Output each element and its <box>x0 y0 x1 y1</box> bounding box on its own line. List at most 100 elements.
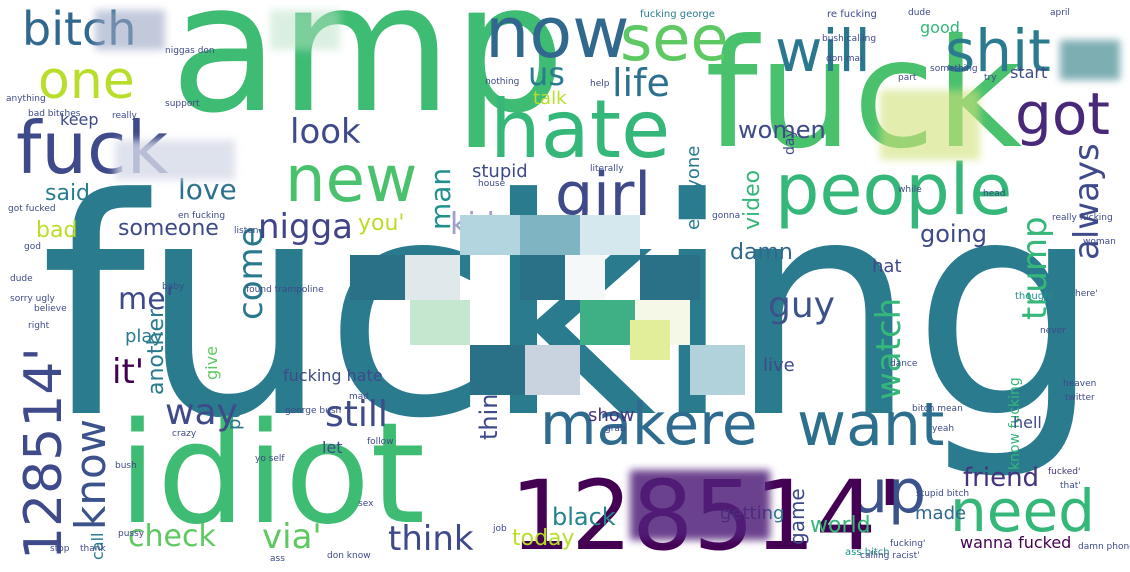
cloud-word: it' <box>112 352 145 392</box>
cloud-word: up <box>850 457 927 527</box>
cloud-word: now <box>485 0 630 74</box>
cloud-word: job <box>493 524 507 534</box>
cloud-word: ass <box>270 554 285 564</box>
cloud-word: dance <box>890 359 918 369</box>
cloud-word: heaven <box>1063 379 1097 389</box>
pixelation-block <box>580 300 635 345</box>
cloud-word: today <box>512 526 575 551</box>
pixelation-block <box>565 255 605 300</box>
cloud-word: one <box>38 51 135 111</box>
cloud-word: said <box>45 181 91 206</box>
cloud-word: re fucking <box>827 9 877 20</box>
cloud-word: me' <box>118 282 174 317</box>
cloud-word: stupid bitch <box>916 489 970 499</box>
cloud-word: while <box>898 185 922 195</box>
cloud-word: friend <box>963 463 1040 493</box>
cloud-word: part <box>898 73 917 83</box>
cloud-word: need <box>950 477 1095 545</box>
cloud-word: never <box>1040 326 1066 336</box>
cloud-word: bush calling <box>822 34 877 44</box>
cloud-word: watch <box>869 297 909 400</box>
cloud-word: damn <box>730 240 793 265</box>
cloud-word: good <box>920 18 960 37</box>
pixelation-block <box>410 300 470 345</box>
pixelation-block <box>690 345 745 395</box>
cloud-word: people <box>775 149 1013 231</box>
pixelation-block <box>470 345 525 395</box>
cloud-word: you' <box>358 211 405 236</box>
cloud-word: give <box>202 346 221 380</box>
cloud-word: think <box>388 519 474 559</box>
cloud-word: new <box>285 143 418 217</box>
pixelation-block <box>405 255 460 300</box>
cloud-word: play <box>125 326 164 347</box>
pixelation-block <box>115 140 235 180</box>
cloud-word: show <box>588 405 635 426</box>
cloud-word: damn phone' <box>1078 542 1130 552</box>
cloud-word: way <box>165 392 238 433</box>
cloud-word: women <box>738 116 826 144</box>
cloud-word: hat <box>872 256 902 277</box>
cloud-word: everyone <box>683 145 704 230</box>
cloud-word: someone <box>118 216 219 241</box>
cloud-word: world <box>810 513 871 538</box>
cloud-word: got fucked <box>8 204 56 214</box>
cloud-word: really fucking <box>1052 213 1113 223</box>
cloud-word: us <box>528 55 565 93</box>
cloud-word: 128514' <box>14 347 74 560</box>
cloud-word: mad <box>349 392 369 402</box>
cloud-word: bad <box>36 218 78 243</box>
cloud-word: yeah <box>932 424 955 434</box>
cloud-word: anything <box>6 94 46 104</box>
cloud-word: support <box>165 99 200 109</box>
cloud-word: en fucking <box>178 211 226 221</box>
cloud-word: baby <box>162 282 185 292</box>
cloud-word: stupid <box>472 161 528 182</box>
cloud-word: believe <box>34 304 67 314</box>
cloud-word: check <box>128 519 216 554</box>
cloud-word: keep <box>60 110 99 129</box>
cloud-word: twitter <box>1065 393 1095 403</box>
cloud-word: literally <box>590 164 624 174</box>
cloud-word: calling racist' <box>860 551 920 561</box>
cloud-word: nigga <box>258 207 353 247</box>
pixelation-block <box>630 470 770 540</box>
cloud-word: help <box>590 79 610 89</box>
cloud-word: house <box>478 179 506 189</box>
cloud-word: fucking' <box>890 539 926 549</box>
cloud-word: bush <box>115 461 137 471</box>
cloud-word: another <box>144 308 169 395</box>
pixelation-block <box>580 215 640 255</box>
cloud-word: hell <box>1013 413 1042 432</box>
cloud-word: crazy <box>172 429 197 439</box>
cloud-word: george bush <box>285 406 342 416</box>
cloud-word: stop <box>50 544 70 554</box>
cloud-word: sex <box>358 499 374 509</box>
cloud-word: live <box>763 355 795 376</box>
pixelation-block <box>520 215 580 255</box>
cloud-word: found trampoline <box>246 285 324 295</box>
cloud-word: will <box>775 17 871 85</box>
cloud-word: something <box>930 64 978 74</box>
cloud-word: that' <box>1060 481 1081 491</box>
pixelation-block <box>640 255 700 300</box>
cloud-word: head <box>983 189 1006 199</box>
cloud-word: going <box>920 220 988 248</box>
pixelation-block <box>270 10 340 50</box>
cloud-word: try <box>984 73 997 83</box>
cloud-word: sorry ugly <box>10 294 55 304</box>
cloud-word: grab <box>605 424 626 434</box>
cloud-word: video <box>740 169 765 230</box>
cloud-word: trump <box>1015 216 1055 320</box>
pixelation-block <box>95 10 165 50</box>
cloud-word: yo self <box>255 454 285 464</box>
pixelation-block <box>880 90 980 160</box>
cloud-word: here' <box>1075 289 1098 299</box>
cloud-word: hate <box>490 83 671 176</box>
cloud-word: wanna fucked <box>960 533 1072 552</box>
cloud-word: amp <box>170 0 566 152</box>
cloud-word: start <box>1010 63 1048 82</box>
cloud-word: niggas don <box>165 46 215 56</box>
cloud-word: bitch mean <box>912 404 963 414</box>
cloud-word: follow <box>367 437 394 447</box>
